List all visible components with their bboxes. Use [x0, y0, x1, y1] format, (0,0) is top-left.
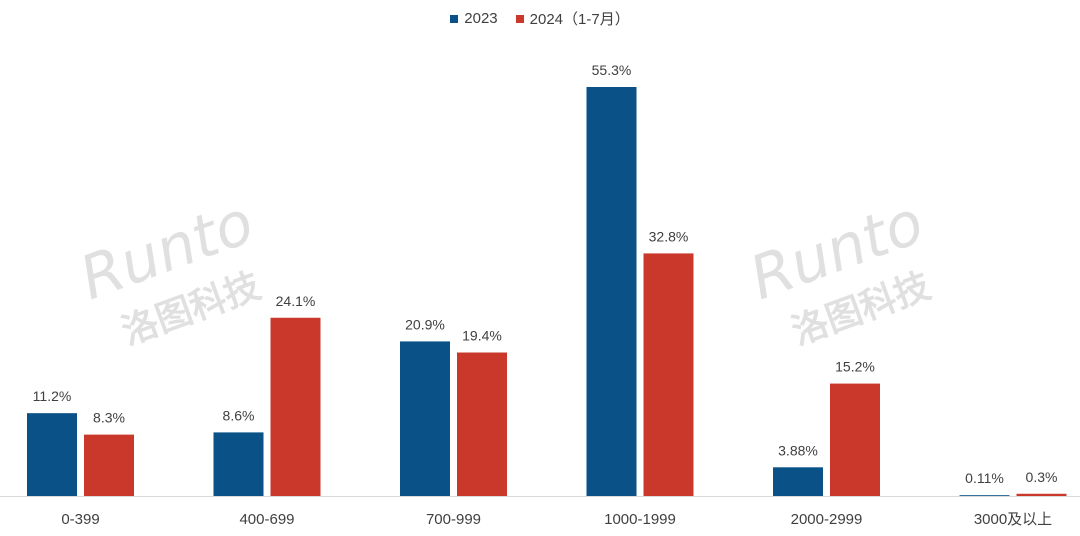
bar-2024-1 — [270, 317, 321, 496]
bar-2024-5 — [1016, 493, 1067, 496]
data-label-2023-4: 3.88% — [778, 442, 818, 458]
labels-layer: 11.2% 8.3% 0-399 8.6% 24.1% 400-699 20.9% 19.4%… — [33, 62, 1058, 528]
legend-swatch-2023 — [450, 14, 459, 23]
category-label-2: 700-999 — [426, 511, 481, 528]
bar-2023-4 — [773, 467, 823, 496]
bar-2023-1 — [213, 432, 264, 496]
legend-label-2024: 2024（1-7月） — [529, 11, 630, 28]
bar-2023-0 — [27, 413, 77, 496]
bar-2023-5 — [959, 495, 1010, 496]
legend: 2023 2024（1-7月） — [0, 8, 1080, 29]
bar-2024-0 — [84, 434, 134, 496]
data-label-2023-3: 55.3% — [592, 62, 632, 78]
category-label-1: 400-699 — [239, 511, 294, 528]
data-label-2023-1: 8.6% — [223, 407, 255, 423]
category-label-3: 1000-1999 — [604, 511, 676, 528]
data-label-2024-1: 24.1% — [276, 293, 316, 309]
bar-2024-3 — [643, 253, 694, 496]
data-label-2024-0: 8.3% — [93, 410, 125, 426]
data-label-2023-5: 0.11% — [965, 470, 1004, 486]
bar-2023-2 — [400, 341, 450, 496]
legend-label-2023: 2023 — [464, 10, 498, 27]
data-label-2023-2: 20.9% — [405, 316, 445, 332]
bars-layer — [27, 87, 1067, 496]
bar-2023-3 — [586, 87, 637, 496]
data-label-2024-4: 15.2% — [835, 359, 875, 375]
watermark-left: Runto 洛图科技 — [71, 187, 266, 353]
bar-2024-4 — [830, 383, 880, 496]
category-label-4: 2000-2999 — [791, 511, 863, 528]
legend-item-2024: 2024（1-7月） — [515, 8, 630, 29]
data-label-2024-2: 19.4% — [462, 328, 502, 344]
watermark-right: Runto 洛图科技 — [741, 187, 936, 353]
category-label-5: 3000及以上 — [974, 511, 1052, 528]
legend-item-2023: 2023 — [450, 8, 498, 29]
data-label-2023-0: 11.2% — [33, 388, 72, 404]
data-label-2024-5: 0.3% — [1026, 469, 1058, 485]
bar-2024-2 — [457, 352, 507, 496]
data-label-2024-3: 32.8% — [649, 228, 689, 244]
category-label-0: 0-399 — [61, 511, 99, 528]
legend-swatch-2024 — [515, 14, 524, 23]
